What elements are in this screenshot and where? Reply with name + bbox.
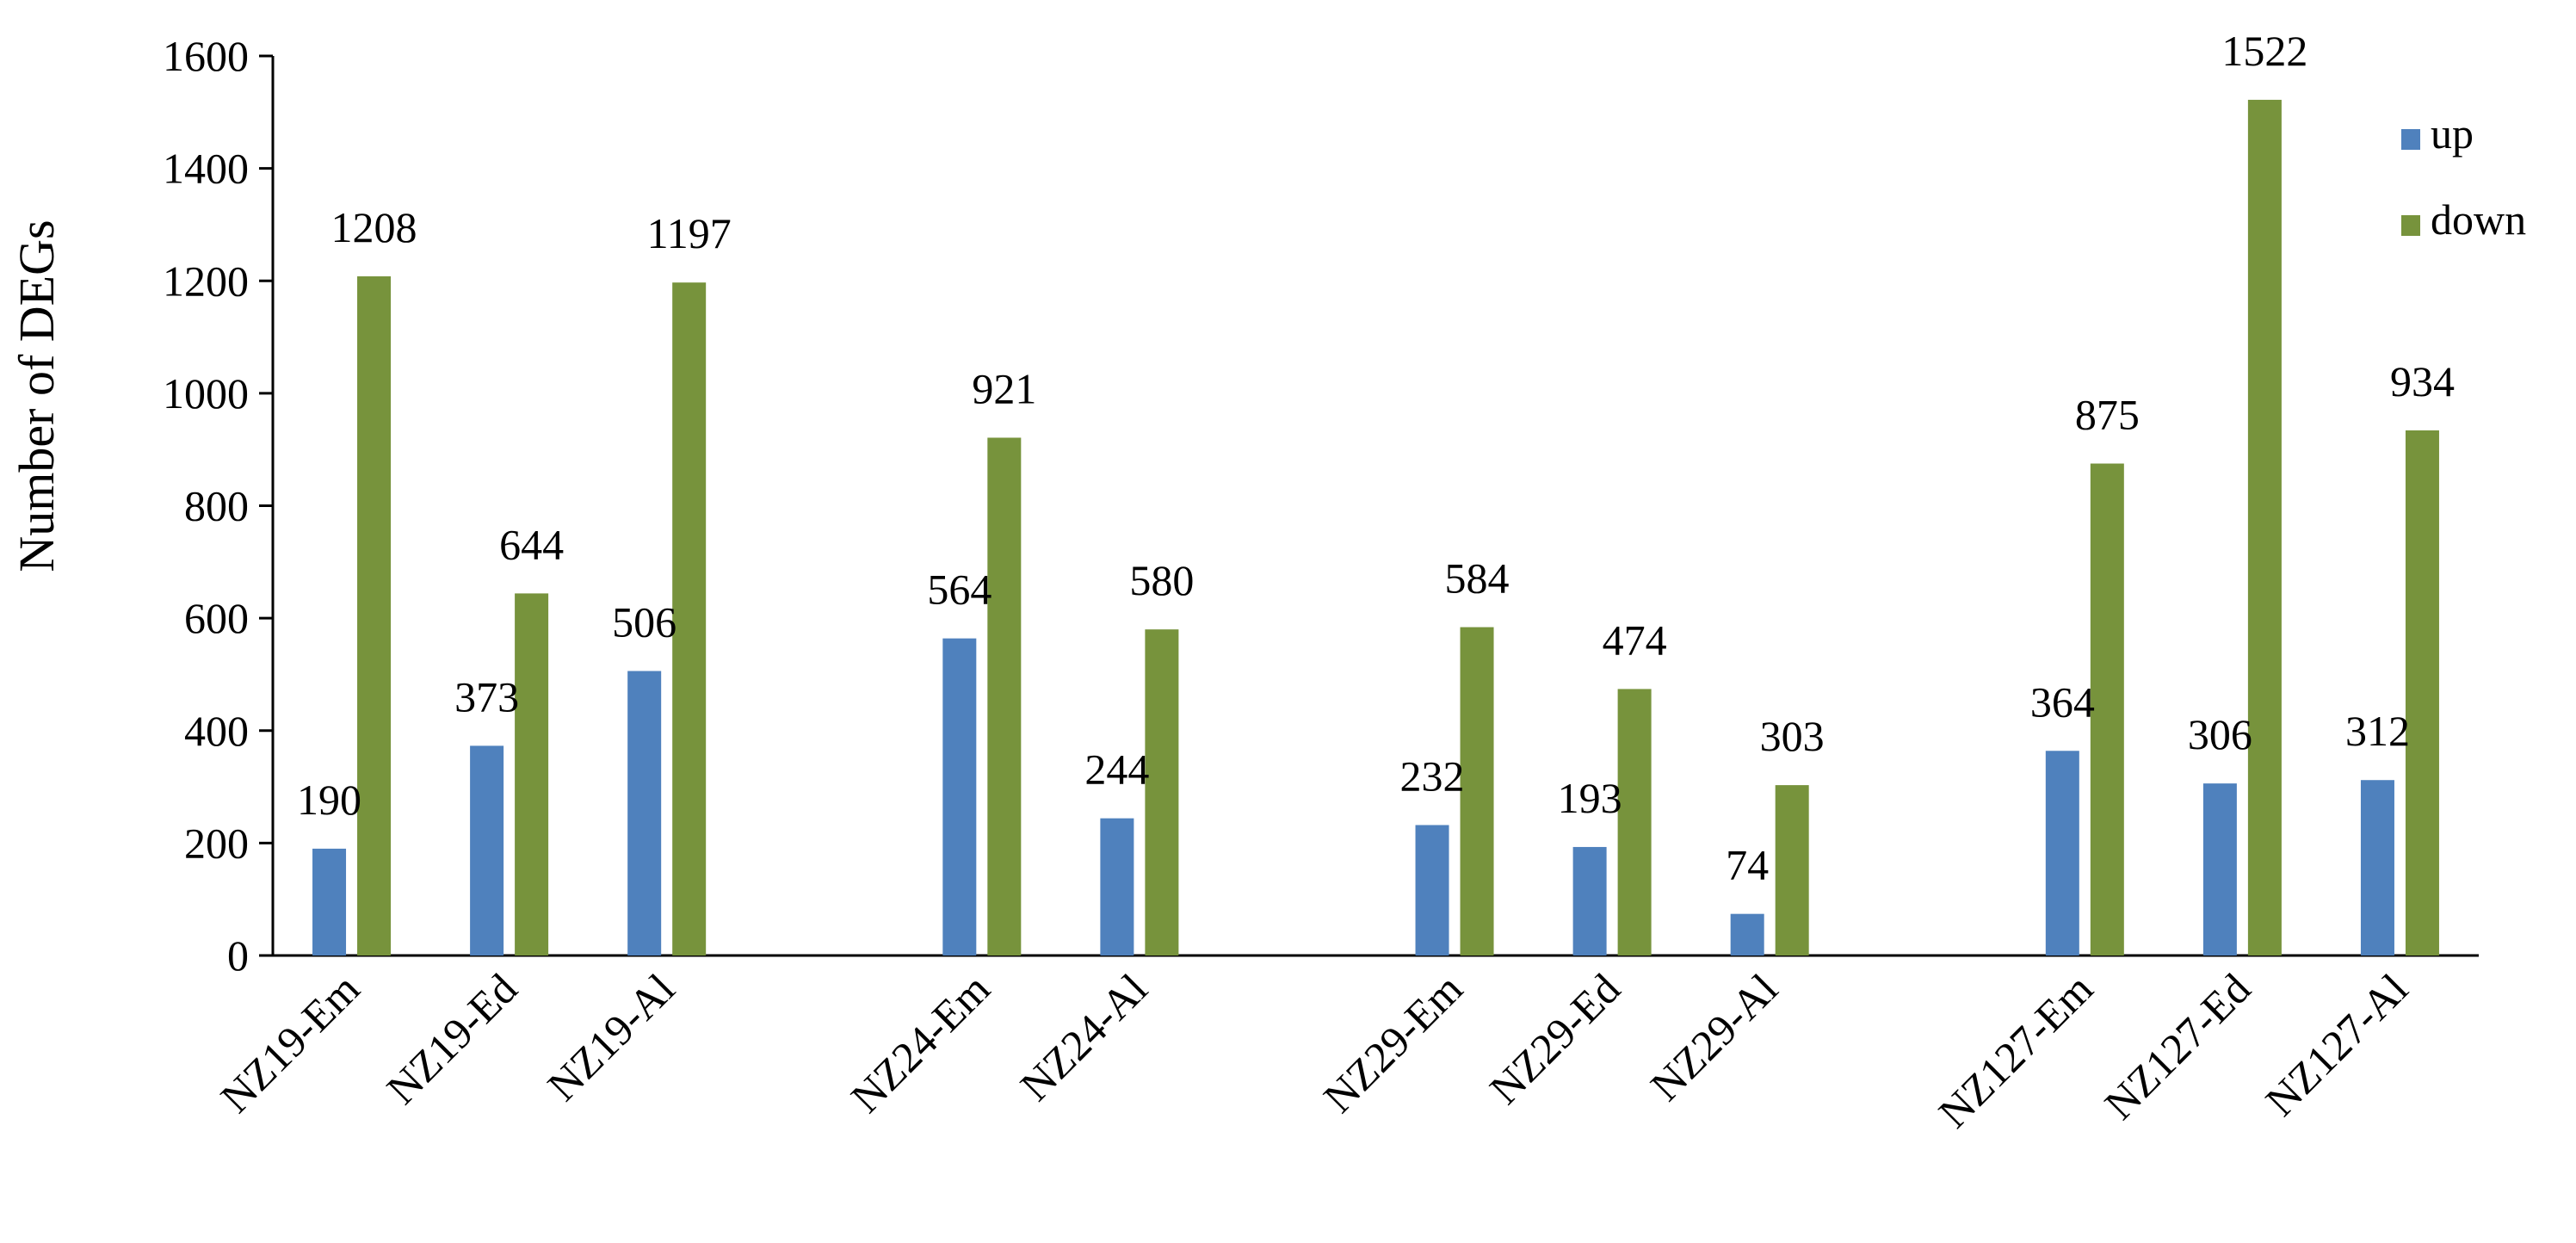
data-label-down-NZ19-Em: 1208	[331, 203, 417, 251]
bar-down-NZ19-Em	[357, 276, 392, 955]
legend-swatch-up	[2401, 129, 2420, 150]
bar-up-NZ127-Al	[2360, 780, 2394, 955]
x-category-label: NZ19-Ed	[377, 964, 526, 1113]
y-tick-label: 1000	[163, 369, 249, 417]
bar-down-NZ24-Al	[1145, 629, 1179, 955]
bar-down-NZ29-Em	[1460, 627, 1494, 955]
bar-down-NZ127-Ed	[2247, 99, 2282, 956]
data-label-down-NZ127-Em: 875	[2075, 391, 2140, 439]
data-label-down-NZ24-Al: 580	[1129, 556, 1194, 604]
bar-down-NZ127-Al	[2405, 430, 2439, 955]
legend: up down	[2401, 109, 2526, 244]
bar-up-NZ127-Ed	[2202, 783, 2237, 955]
bar-up-NZ29-Al	[1730, 913, 1764, 955]
y-tick-label: 0	[227, 931, 249, 980]
data-label-up-NZ127-Em: 364	[2030, 677, 2095, 726]
x-category-label: NZ19-Al	[538, 964, 683, 1110]
x-category-label: NZ29-Al	[1641, 964, 1787, 1110]
bar-up-NZ19-Al	[627, 671, 662, 955]
data-labels: 190 1208 373 644 506 1197 564 921 244 580 232 584 19…	[297, 27, 2455, 889]
bars	[312, 99, 2439, 956]
bar-up-NZ29-Em	[1415, 825, 1449, 955]
legend-label-down: down	[2431, 195, 2526, 244]
x-category-label: NZ29-Em	[1314, 964, 1472, 1122]
data-label-down-NZ29-Em: 584	[1445, 554, 1510, 603]
x-category-label: NZ127-Al	[2256, 964, 2417, 1125]
y-tick-label: 1600	[163, 32, 249, 80]
bar-up-NZ24-Al	[1100, 818, 1134, 955]
data-label-up-NZ29-Al: 74	[1726, 841, 1769, 889]
y-tick-label: 200	[184, 819, 249, 867]
data-label-up-NZ24-Em: 564	[927, 566, 991, 614]
data-label-down-NZ24-Em: 921	[972, 364, 1036, 412]
category-labels: NZ19-Em NZ19-Ed NZ19-Al NZ24-Em NZ24-Al NZ29-…	[211, 964, 2417, 1137]
data-label-down-NZ19-Ed: 644	[499, 520, 564, 568]
data-label-up-NZ24-Al: 244	[1084, 745, 1149, 794]
bar-down-NZ19-Al	[672, 282, 707, 956]
bar-down-NZ24-Em	[987, 437, 1022, 955]
bar-up-NZ24-Em	[942, 638, 977, 955]
y-axis-title: Number of DEGs	[9, 220, 65, 572]
bar-down-NZ29-Ed	[1617, 689, 1652, 955]
bar-up-NZ19-Em	[312, 848, 347, 955]
x-category-label: NZ29-Ed	[1480, 964, 1629, 1113]
data-label-up-NZ19-Em: 190	[297, 776, 361, 824]
bar-up-NZ19-Ed	[470, 745, 504, 955]
x-category-label: NZ127-Ed	[2095, 964, 2259, 1129]
data-label-down-NZ29-Ed: 474	[1603, 615, 1667, 664]
data-label-up-NZ127-Al: 312	[2345, 707, 2410, 755]
bar-down-NZ127-Em	[2090, 463, 2124, 955]
bar-down-NZ29-Al	[1775, 785, 1809, 955]
data-label-down-NZ127-Al: 934	[2390, 357, 2455, 405]
x-category-label: NZ127-Em	[1929, 964, 2102, 1137]
data-label-up-NZ19-Ed: 373	[454, 672, 519, 720]
y-tick-label: 400	[184, 707, 249, 755]
data-label-up-NZ29-Ed: 193	[1558, 774, 1622, 822]
data-label-down-NZ19-Al: 1197	[647, 209, 732, 257]
bar-down-NZ19-Ed	[515, 593, 549, 955]
x-category-label: NZ19-Em	[211, 964, 368, 1122]
y-tick-label: 1200	[163, 257, 249, 305]
y-axis: 0 200 400 600 800 1000 1200 1400 1600	[163, 32, 275, 980]
bar-up-NZ127-Em	[2045, 751, 2079, 955]
data-label-up-NZ127-Ed: 306	[2188, 710, 2252, 758]
data-label-down-NZ29-Al: 303	[1760, 712, 1825, 760]
data-label-up-NZ29-Em: 232	[1400, 751, 1465, 800]
bar-up-NZ29-Ed	[1572, 846, 1607, 955]
x-category-label: NZ24-Al	[1010, 964, 1156, 1110]
y-tick-label: 1400	[163, 145, 249, 193]
legend-swatch-down	[2401, 215, 2420, 236]
legend-label-up: up	[2431, 109, 2474, 158]
x-category-label: NZ24-Em	[842, 964, 999, 1122]
y-tick-label: 800	[184, 482, 249, 530]
data-label-up-NZ19-Al: 506	[612, 598, 676, 646]
data-label-down-NZ127-Ed: 1522	[2221, 27, 2307, 75]
y-tick-label: 600	[184, 594, 249, 642]
